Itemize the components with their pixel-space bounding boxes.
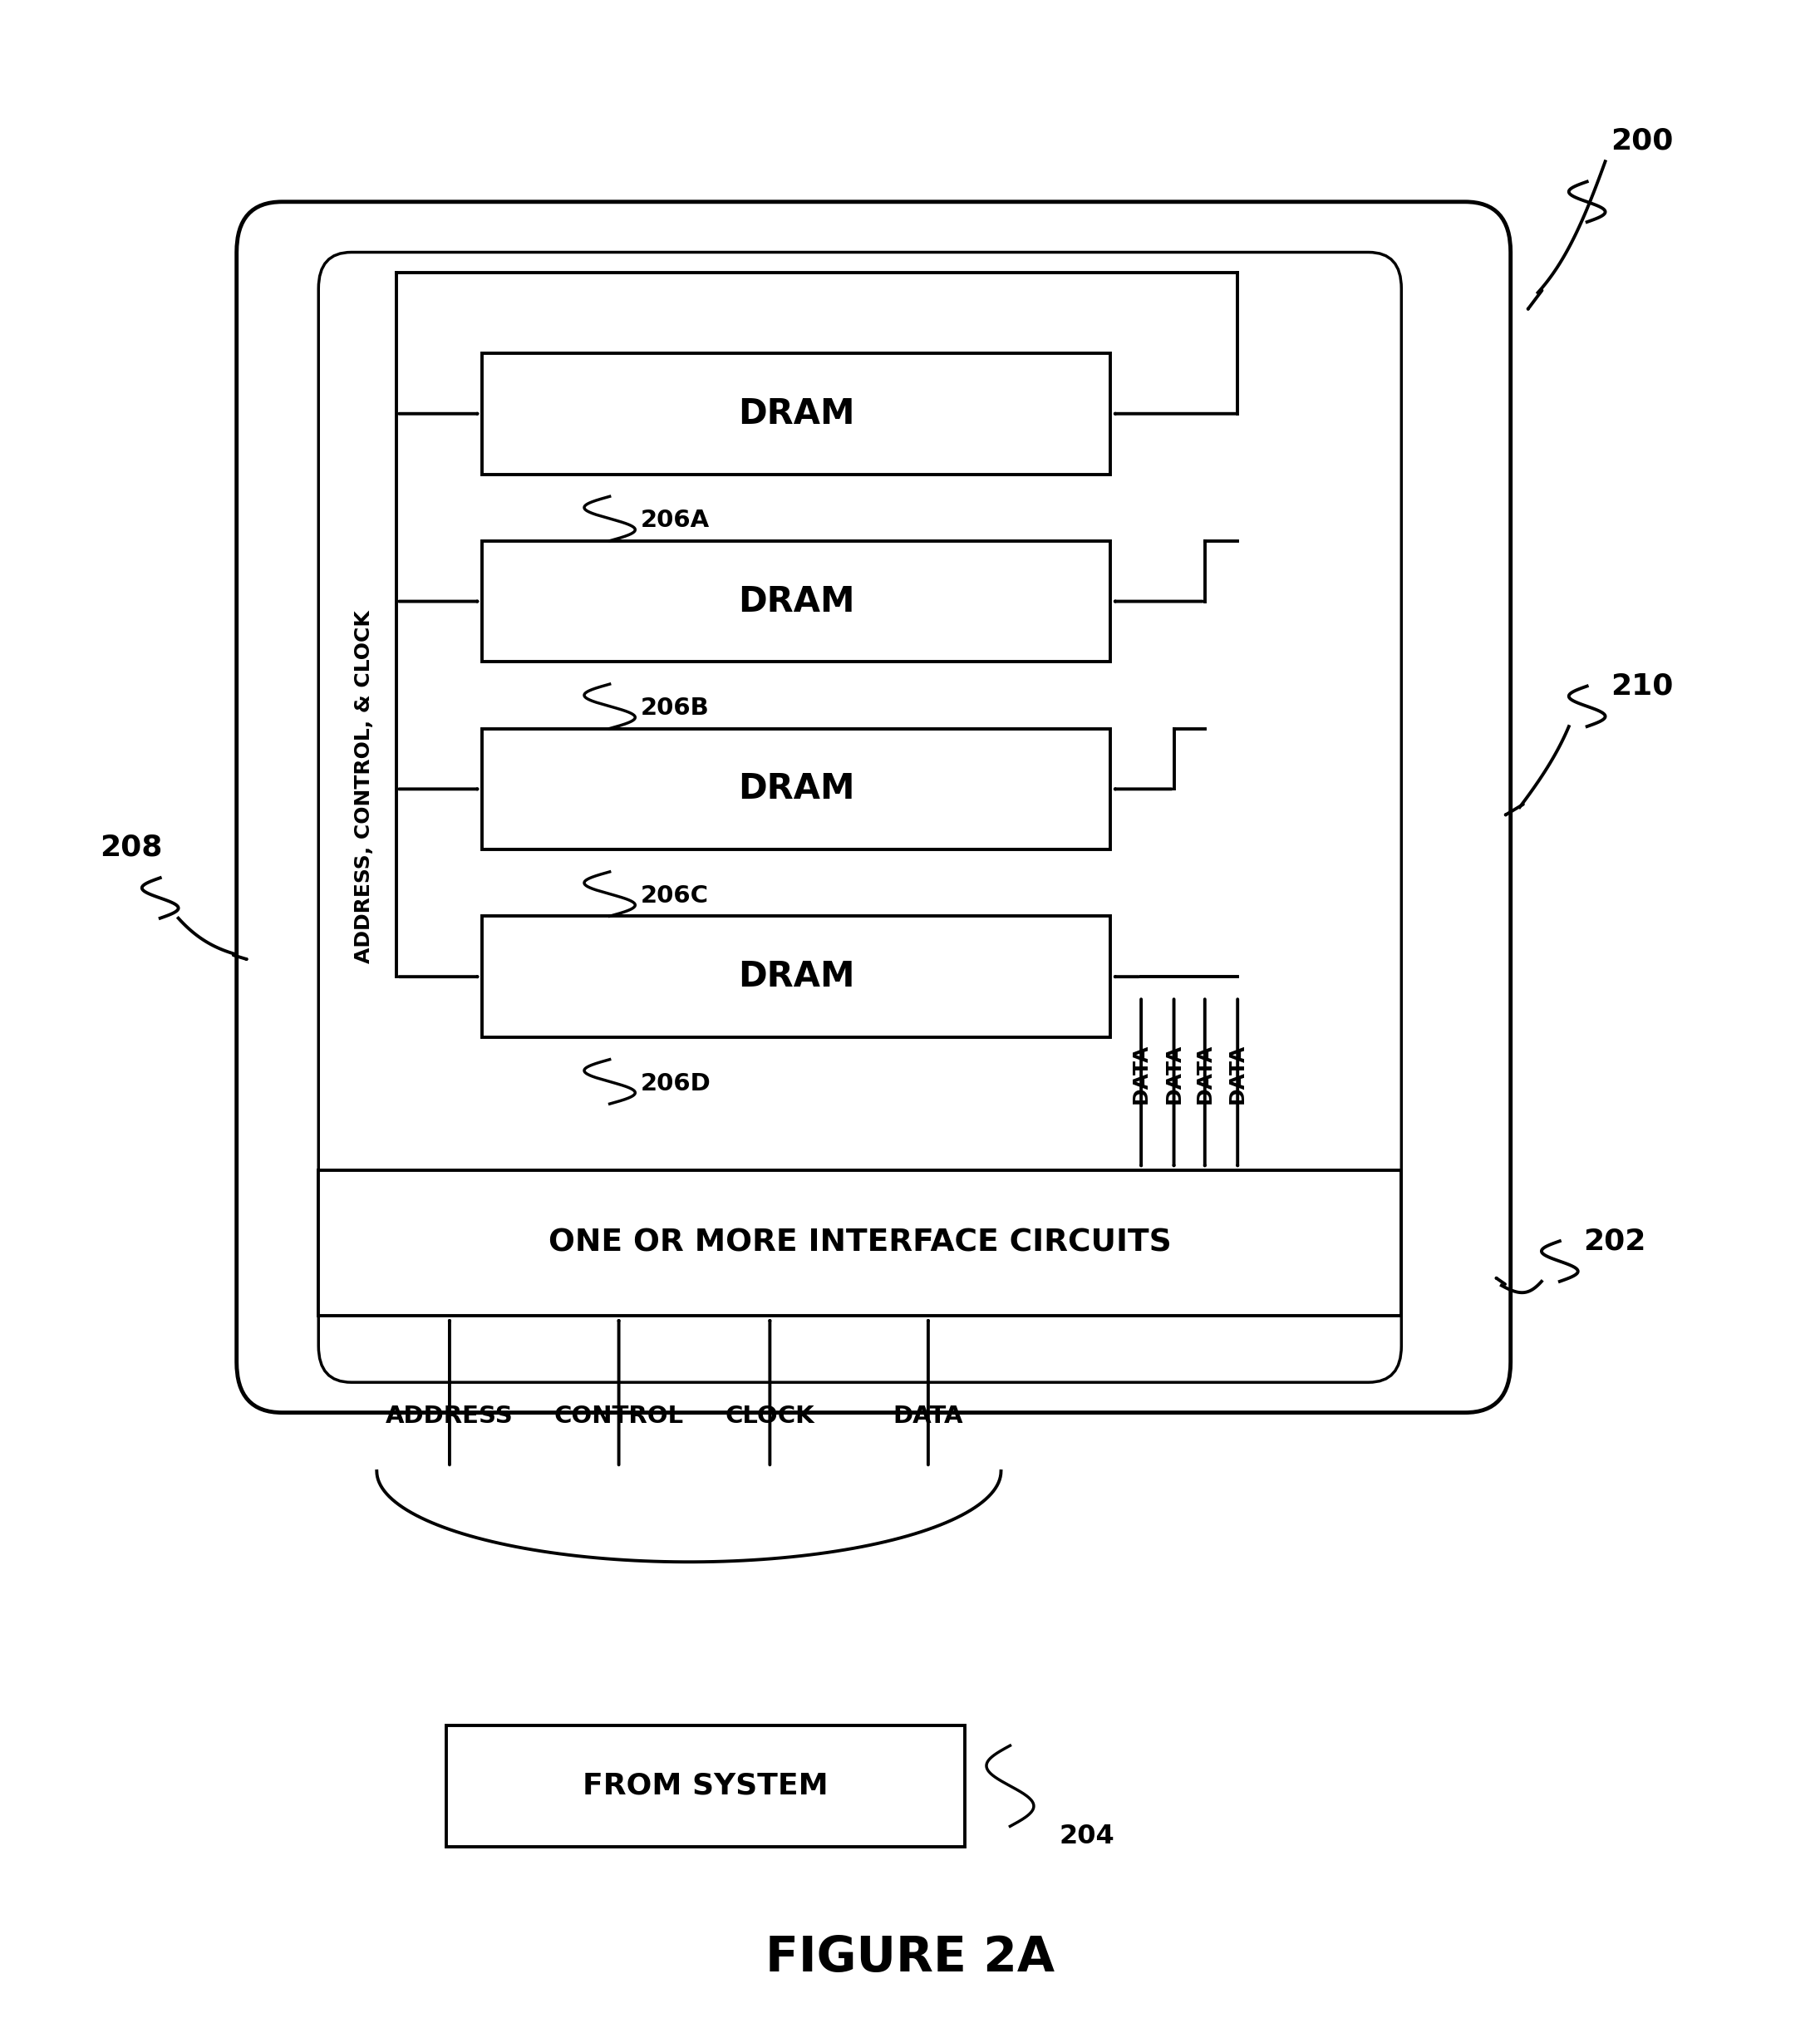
Text: FIGURE 2A: FIGURE 2A [766,1933,1054,1982]
Text: DATA: DATA [1132,1043,1150,1104]
Text: FROM SYSTEM: FROM SYSTEM [582,1772,828,1800]
Text: 202: 202 [1583,1227,1645,1255]
Text: 206B: 206B [641,696,710,720]
Bar [318,1170,1401,1316]
Bar [482,916,1110,1037]
Bar [482,541,1110,662]
FancyBboxPatch shape [237,202,1511,1413]
Bar [446,1725,965,1846]
Text: 206C: 206C [641,884,708,908]
Text: DRAM: DRAM [737,396,855,432]
Text: DRAM: DRAM [737,959,855,995]
Text: CONTROL: CONTROL [553,1405,684,1429]
Text: DATA: DATA [894,1405,963,1429]
Text: ONE OR MORE INTERFACE CIRCUITS: ONE OR MORE INTERFACE CIRCUITS [548,1229,1172,1257]
Bar [482,353,1110,474]
Text: DATA: DATA [1165,1043,1183,1104]
Text: 206D: 206D [641,1072,712,1096]
Text: DATA: DATA [1228,1043,1247,1104]
FancyBboxPatch shape [318,252,1401,1382]
Bar [482,728,1110,850]
Text: 206A: 206A [641,509,710,533]
Text: DATA: DATA [1196,1043,1214,1104]
Text: 200: 200 [1611,127,1673,155]
Text: DRAM: DRAM [737,583,855,620]
Text: 208: 208 [100,833,162,862]
Text: CLOCK: CLOCK [724,1405,815,1429]
Text: 210: 210 [1611,672,1673,700]
Text: DRAM: DRAM [737,771,855,807]
Text: 204: 204 [1059,1824,1114,1848]
Text: ADDRESS: ADDRESS [386,1405,513,1429]
Text: ADDRESS, CONTROL, & CLOCK: ADDRESS, CONTROL, & CLOCK [355,611,373,963]
